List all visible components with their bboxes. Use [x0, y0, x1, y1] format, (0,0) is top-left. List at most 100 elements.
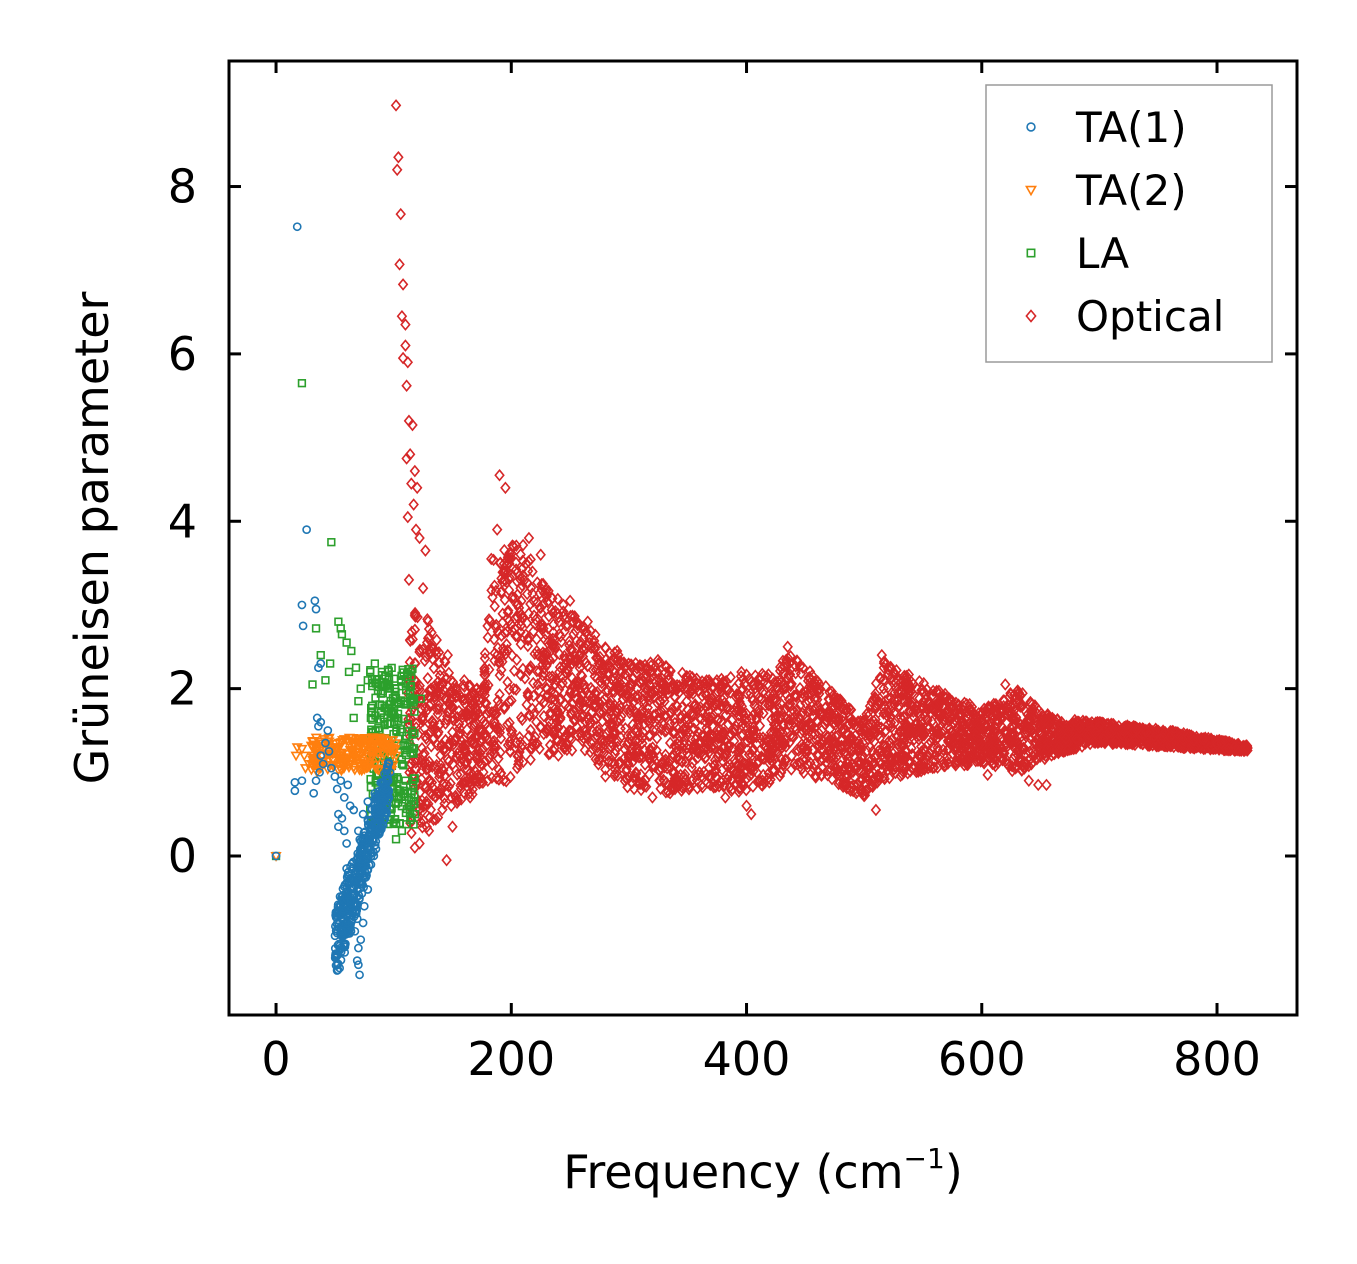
data-point-optical: [623, 750, 635, 763]
data-point-optical: [1089, 736, 1101, 750]
data-point-optical: [749, 678, 760, 691]
data-point-optical: [937, 743, 949, 757]
data-point-optical: [472, 775, 483, 788]
data-point-optical: [828, 702, 839, 715]
data-point-optical: [868, 714, 880, 728]
data-point-optical: [403, 573, 415, 587]
data-point-optical: [905, 727, 916, 740]
data-point-optical: [741, 707, 752, 720]
data-point-optical: [982, 768, 993, 782]
data-point-optical: [553, 713, 565, 727]
data-point-ta-2: [331, 751, 343, 762]
data-point-ta-2: [305, 741, 317, 752]
data-point-optical: [397, 278, 409, 291]
data-point-optical: [1009, 749, 1020, 762]
data-point-optical: [1060, 732, 1072, 745]
data-point-optical: [885, 716, 897, 729]
data-point-optical: [612, 769, 623, 782]
data-point-optical: [600, 763, 611, 776]
data-point-optical: [783, 718, 794, 731]
data-point-optical: [816, 724, 827, 737]
data-point-la: [344, 667, 354, 677]
data-point-optical: [469, 731, 481, 745]
data-point-optical: [856, 784, 867, 798]
data-point-optical: [768, 702, 780, 716]
data-point-optical: [759, 699, 771, 712]
data-point-optical: [519, 672, 531, 685]
data-point-optical: [705, 778, 716, 792]
data-point-optical: [890, 761, 902, 775]
data-point-ta-2: [348, 754, 361, 764]
data-point-ta-2: [296, 744, 308, 755]
data-point-optical: [1098, 732, 1109, 746]
data-point-optical: [1131, 723, 1143, 737]
data-point-la: [334, 617, 343, 626]
data-point-la: [394, 794, 404, 803]
data-point-optical: [728, 764, 740, 777]
series-ta-1: [271, 222, 395, 980]
data-point-optical: [1015, 743, 1026, 757]
data-point-optical: [841, 776, 852, 790]
data-point-optical: [486, 552, 497, 566]
data-point-optical: [591, 699, 602, 712]
data-point-optical: [498, 557, 510, 571]
data-point-optical: [919, 763, 930, 776]
data-point-optical: [489, 714, 500, 728]
data-point-optical: [428, 813, 439, 826]
data-point-la: [376, 715, 385, 724]
data-point-ta-2: [385, 743, 397, 754]
data-point-optical: [442, 705, 453, 719]
data-point-optical: [882, 763, 894, 777]
data-point-optical: [500, 564, 512, 578]
data-point-la: [402, 669, 412, 679]
data-point-optical: [824, 686, 835, 699]
data-point-optical: [757, 774, 768, 787]
data-point-optical: [645, 729, 656, 742]
data-point-optical: [715, 745, 727, 759]
data-point-optical: [549, 687, 560, 700]
data-point-optical: [1008, 720, 1019, 734]
data-point-optical: [695, 700, 706, 714]
data-point-optical: [792, 655, 803, 669]
data-point-optical: [800, 752, 812, 766]
data-point-optical: [499, 543, 510, 557]
data-point-optical: [404, 655, 416, 669]
data-point-optical: [867, 745, 878, 758]
data-point-optical: [426, 740, 437, 753]
data-point-optical: [434, 688, 446, 701]
data-point-optical: [797, 661, 809, 675]
data-point-optical: [418, 814, 429, 828]
data-point-optical: [537, 651, 549, 665]
data-point-optical: [494, 668, 506, 682]
data-point-optical: [788, 711, 799, 724]
data-point-optical: [1042, 709, 1053, 723]
data-point-optical: [1099, 732, 1110, 746]
data-point-optical: [420, 544, 431, 557]
data-point-optical: [750, 669, 761, 682]
data-point-optical: [797, 719, 808, 732]
data-point-optical: [805, 719, 816, 733]
data-point-optical: [1211, 738, 1223, 751]
data-point-optical: [614, 756, 626, 769]
data-point-optical: [575, 646, 586, 659]
data-point-la: [336, 624, 345, 633]
data-point-optical: [974, 748, 985, 761]
data-point-optical: [417, 710, 429, 723]
data-point-optical: [651, 732, 663, 745]
data-point-optical: [763, 766, 774, 780]
data-point-optical: [627, 771, 639, 784]
data-point-optical: [747, 780, 759, 793]
data-point-optical: [579, 743, 591, 757]
data-point-optical: [524, 709, 536, 723]
data-point-optical: [681, 746, 693, 760]
data-point-optical: [408, 498, 419, 511]
data-point-la: [391, 835, 401, 844]
data-point-optical: [581, 730, 592, 743]
data-point-optical: [580, 642, 592, 656]
data-point-optical: [997, 721, 1009, 735]
data-point-optical: [965, 744, 977, 758]
data-point-optical: [584, 716, 596, 729]
data-point-ta-2: [372, 766, 384, 776]
data-point-optical: [425, 682, 437, 695]
data-point-optical: [453, 717, 464, 730]
